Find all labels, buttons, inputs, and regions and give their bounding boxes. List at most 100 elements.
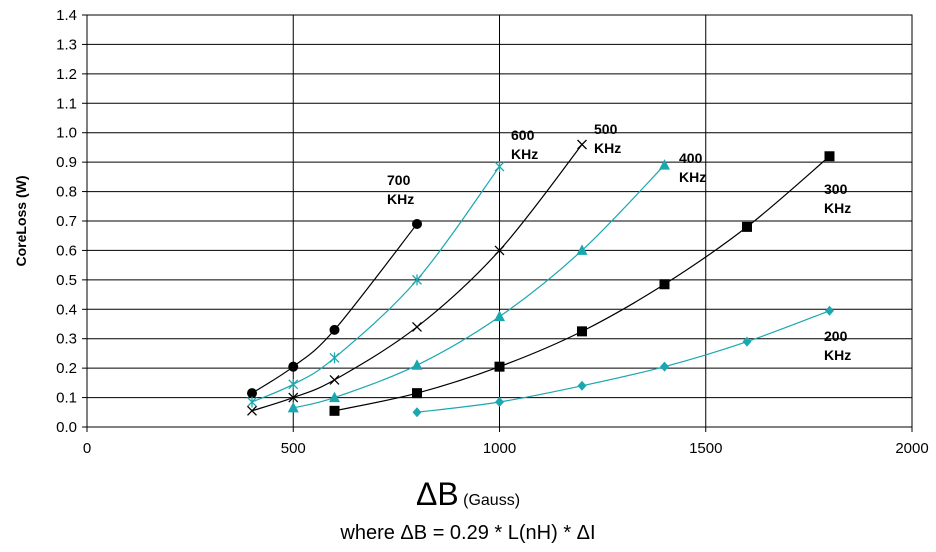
data-point-700-khz-shape xyxy=(288,361,299,372)
data-point-700-khz xyxy=(412,218,422,229)
data-point-700-khz-shape xyxy=(247,388,257,399)
data-point-400-khz-shape xyxy=(287,401,299,413)
data-point-400-khz xyxy=(659,159,670,170)
data-point-200-khz xyxy=(825,305,834,316)
data-point-400-khz xyxy=(576,244,588,255)
series-line-600-khz xyxy=(251,166,500,403)
x-tick-label: 0 xyxy=(83,440,91,457)
data-point-600-khz xyxy=(494,161,505,173)
data-point-400-khz-shape xyxy=(659,159,670,170)
series-label-700-khz: 700 KHz xyxy=(387,172,414,207)
data-point-200-khz-shape xyxy=(742,336,752,347)
data-point-500-khz-shape xyxy=(288,392,299,403)
coreloss-chart: 0.0 0.1 0.2 0.3 0.4 0.5 0.6 0.7 0.8 0.9 1.0 1.1 1.2 1… xyxy=(13,7,929,457)
data-point-400-khz xyxy=(287,401,299,413)
data-point-300-khz xyxy=(824,151,835,162)
data-point-300-khz-shape xyxy=(824,151,835,162)
y-tick-label: 1.0 xyxy=(56,125,77,142)
data-point-300-khz-shape xyxy=(494,361,505,372)
data-point-500-khz xyxy=(329,374,340,385)
data-point-400-khz-shape xyxy=(576,244,588,255)
series-line-200-khz xyxy=(416,310,830,413)
data-point-500-khz xyxy=(412,321,422,332)
data-point-300-khz xyxy=(329,405,340,416)
data-point-600-khz-shape xyxy=(494,161,505,173)
data-point-300-khz-shape xyxy=(577,326,587,337)
data-point-300-khz-shape xyxy=(329,405,340,416)
y-tick-label: 0.4 xyxy=(56,301,77,318)
data-point-300-khz xyxy=(494,361,505,372)
data-point-300-khz xyxy=(742,221,752,232)
data-point-500-khz-shape xyxy=(577,139,587,150)
data-point-300-khz xyxy=(659,279,670,290)
data-point-700-khz xyxy=(329,324,340,335)
series-label-line: KHz xyxy=(824,347,851,363)
data-point-200-khz xyxy=(742,336,752,347)
data-point-200-khz-shape xyxy=(577,380,587,391)
data-point-500-khz-shape xyxy=(494,245,505,256)
data-point-500-khz xyxy=(577,139,587,150)
data-point-200-khz xyxy=(660,361,669,372)
formula-note: where ΔB = 0.29 * L(nH) * ΔI xyxy=(340,522,596,544)
x-axis-title-main: ΔB xyxy=(415,476,459,512)
y-axis-title: CoreLoss (W) xyxy=(13,176,29,267)
data-point-300-khz-shape xyxy=(742,221,752,232)
data-point-600-khz xyxy=(288,378,299,390)
series-label-line: KHz xyxy=(387,191,414,207)
series-label-200-khz: 200 KHz xyxy=(824,328,851,363)
y-tick-label: 0.7 xyxy=(56,213,77,230)
data-point-300-khz xyxy=(577,326,587,337)
y-tick-label: 0.3 xyxy=(56,331,77,348)
series-label-300-khz: 300 KHz xyxy=(824,181,851,216)
data-point-600-khz-shape xyxy=(412,274,422,286)
y-tick-label: 1.4 xyxy=(56,7,77,24)
series-label-line: KHz xyxy=(594,140,621,156)
data-point-200-khz-shape xyxy=(660,361,669,372)
x-tick-label: 1500 xyxy=(689,440,722,457)
y-tick-label: 0.6 xyxy=(56,242,77,259)
series-label-line: KHz xyxy=(679,169,706,185)
data-point-500-khz xyxy=(247,405,257,416)
series-label-line: 600 xyxy=(511,127,535,143)
data-point-500-khz-shape xyxy=(247,405,257,416)
data-point-600-khz-shape xyxy=(329,352,340,364)
series-label-line: KHz xyxy=(511,146,538,162)
data-point-600-khz xyxy=(412,274,422,286)
data-point-400-khz-shape xyxy=(494,310,505,322)
data-point-500-khz xyxy=(288,392,299,403)
x-tick-label: 1000 xyxy=(483,440,516,457)
data-point-700-khz-shape xyxy=(329,324,340,335)
data-point-500-khz-shape xyxy=(412,321,422,332)
data-point-600-khz-shape xyxy=(247,396,257,408)
data-point-600-khz xyxy=(329,352,340,364)
data-point-200-khz xyxy=(495,396,504,407)
data-point-200-khz-shape xyxy=(825,305,834,316)
data-point-300-khz-shape xyxy=(412,388,422,399)
data-point-400-khz-shape xyxy=(411,359,423,370)
data-point-600-khz-shape xyxy=(288,378,299,390)
x-axis-title: ΔB (Gauss) xyxy=(0,476,936,513)
data-point-700-khz xyxy=(288,361,299,372)
data-point-500-khz xyxy=(494,245,505,256)
y-tick-label: 0.8 xyxy=(56,184,77,201)
y-tick-label: 0.1 xyxy=(56,390,77,407)
series-label-400-khz: 400 KHz xyxy=(679,150,706,185)
y-tick-label: 0.2 xyxy=(56,360,77,377)
data-point-200-khz xyxy=(412,407,422,418)
data-point-700-khz-shape xyxy=(412,218,422,229)
series-label-line: 700 xyxy=(387,172,411,188)
series-label-line: KHz xyxy=(824,200,851,216)
series-label-line: 300 xyxy=(824,181,848,197)
data-point-200-khz xyxy=(577,380,587,391)
x-axis-title-unit: (Gauss) xyxy=(463,492,521,509)
series-label-500-khz: 500 KHz xyxy=(594,121,621,156)
x-tick-label: 500 xyxy=(281,440,306,457)
y-tick-label: 0.5 xyxy=(56,272,77,289)
data-point-400-khz xyxy=(411,359,423,370)
series-label-line: 500 xyxy=(594,121,618,137)
series-line-700-khz xyxy=(251,223,418,394)
data-point-700-khz xyxy=(247,388,257,399)
series-label-line: 400 xyxy=(679,150,703,166)
data-point-500-khz-shape xyxy=(329,374,340,385)
series-label-line: 200 xyxy=(824,328,848,344)
